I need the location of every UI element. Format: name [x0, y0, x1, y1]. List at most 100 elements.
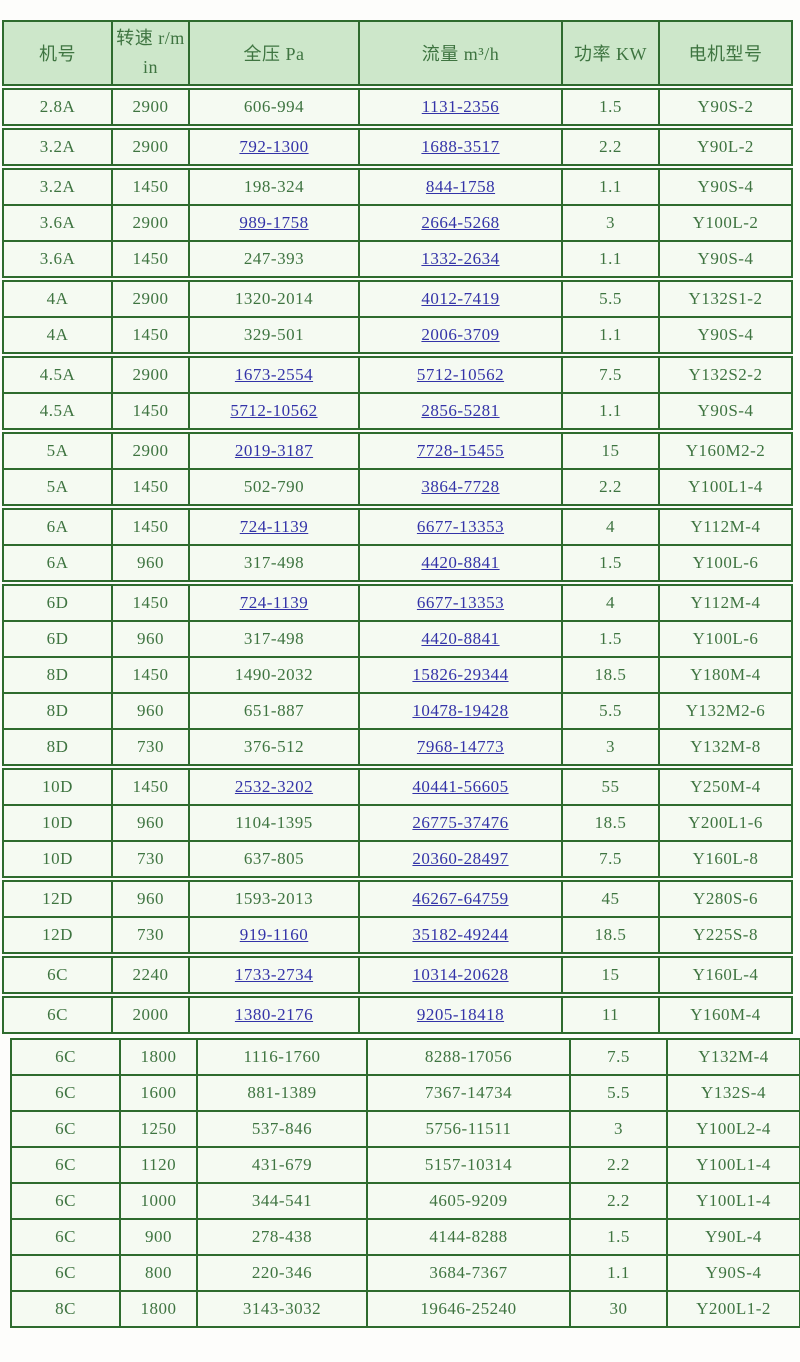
cell-power: 7.5	[561, 840, 660, 878]
flow-link[interactable]: 9205-18418	[416, 1005, 505, 1024]
flow-link[interactable]: 4012-7419	[421, 289, 500, 308]
flow-link[interactable]: 6677-13353	[416, 517, 505, 536]
cell-power: 18.5	[561, 656, 660, 694]
cell-power: 15	[561, 956, 660, 994]
cell-motor: Y90L-2	[658, 128, 793, 166]
pressure-link[interactable]: 1733-2734	[234, 965, 314, 984]
flow-link[interactable]: 1131-2356	[421, 97, 500, 116]
spec-table-group: 6C 2240 1733-2734 10314-20628 15 Y160L-4	[2, 956, 793, 994]
cell-rpm: 1250	[119, 1110, 198, 1148]
table-row: 2.8A 2900 606-994 1131-2356 1.5 Y90S-2	[2, 88, 793, 126]
cell-flow: 20360-28497	[358, 840, 563, 878]
flow-link[interactable]: 4420-8841	[421, 629, 500, 648]
cell-power: 55	[561, 768, 660, 806]
cell-motor: Y160M2-2	[658, 432, 793, 470]
cell-pressure: 1673-2554	[188, 356, 360, 394]
flow-link[interactable]: 2664-5268	[421, 213, 500, 232]
spec-table-group: 6A 1450 724-1139 6677-13353 4 Y112M-4 6A 960 317…	[2, 508, 793, 582]
flow-link[interactable]: 5712-10562	[416, 365, 505, 384]
flow-link[interactable]: 26775-37476	[412, 813, 509, 832]
cell-power: 18.5	[561, 804, 660, 842]
flow-link[interactable]: 15826-29344	[412, 665, 509, 684]
pressure-link[interactable]: 724-1139	[239, 517, 309, 536]
cell-rpm: 1450	[111, 168, 190, 206]
col-header-machine-no: 机号	[2, 20, 113, 86]
cell-flow: 3684-7367	[366, 1254, 571, 1292]
flow-link[interactable]: 2006-3709	[421, 325, 500, 344]
cell-flow: 6677-13353	[358, 584, 563, 622]
pressure-link[interactable]: 919-1160	[239, 925, 309, 944]
pressure-link[interactable]: 1380-2176	[234, 1005, 314, 1024]
cell-flow: 2664-5268	[358, 204, 563, 242]
pressure-link[interactable]: 2532-3202	[234, 777, 314, 796]
spec-table-header: 机号 转速 r/min 全压 Pa 流量 m³/h 功率 KW 电机型号	[2, 20, 793, 86]
cell-flow: 15826-29344	[358, 656, 563, 694]
cell-motor: Y100L-6	[658, 620, 793, 658]
cell-flow: 19646-25240	[366, 1290, 571, 1328]
flow-link[interactable]: 40441-56605	[412, 777, 509, 796]
table-row: 4A 1450 329-501 2006-3709 1.1 Y90S-4	[2, 316, 793, 354]
cell-power: 1.1	[569, 1254, 668, 1292]
flow-link[interactable]: 7968-14773	[416, 737, 505, 756]
spec-table-group: 2.8A 2900 606-994 1131-2356 1.5 Y90S-2	[2, 88, 793, 126]
flow-link[interactable]: 10314-20628	[412, 965, 509, 984]
table-row: 6D 960 317-498 4420-8841 1.5 Y100L-6	[2, 620, 793, 658]
cell-rpm: 1450	[111, 240, 190, 278]
flow-link[interactable]: 3864-7728	[421, 477, 500, 496]
cell-pressure: 1733-2734	[188, 956, 360, 994]
flow-link[interactable]: 1332-2634	[421, 249, 500, 268]
cell-pressure: 317-498	[188, 544, 360, 582]
cell-flow: 7367-14734	[366, 1074, 571, 1112]
cell-rpm: 2900	[111, 88, 190, 126]
table-row: 8C 1800 3143-3032 19646-25240 30 Y200L1-2	[10, 1290, 800, 1328]
cell-pressure: 724-1139	[188, 508, 360, 546]
cell-machine-no: 10D	[2, 804, 113, 842]
cell-pressure: 2532-3202	[188, 768, 360, 806]
table-groups: 2.8A 2900 606-994 1131-2356 1.5 Y90S-2 3.2A 290…	[2, 88, 800, 1328]
cell-power: 5.5	[569, 1074, 668, 1112]
cell-power: 7.5	[561, 356, 660, 394]
col-header-power: 功率 KW	[561, 20, 660, 86]
cell-flow: 4012-7419	[358, 280, 563, 318]
flow-link[interactable]: 10478-19428	[412, 701, 509, 720]
table-row: 12D 730 919-1160 35182-49244 18.5 Y225S-8	[2, 916, 793, 954]
cell-pressure: 431-679	[196, 1146, 368, 1184]
cell-machine-no: 6C	[10, 1074, 121, 1112]
table-row: 3.2A 1450 198-324 844-1758 1.1 Y90S-4	[2, 168, 793, 206]
cell-motor: Y160L-8	[658, 840, 793, 878]
flow-link[interactable]: 1688-3517	[421, 137, 500, 156]
pressure-link[interactable]: 5712-10562	[230, 401, 318, 420]
flow-link[interactable]: 35182-49244	[412, 925, 509, 944]
flow-link[interactable]: 6677-13353	[416, 593, 505, 612]
cell-rpm: 2900	[111, 356, 190, 394]
pressure-link[interactable]: 1673-2554	[234, 365, 314, 384]
table-row: 5A 2900 2019-3187 7728-15455 15 Y160M2-2	[2, 432, 793, 470]
pressure-link[interactable]: 2019-3187	[234, 441, 314, 460]
cell-motor: Y100L1-4	[666, 1146, 800, 1184]
pressure-link[interactable]: 792-1300	[239, 137, 309, 156]
cell-rpm: 730	[111, 916, 190, 954]
cell-motor: Y100L1-4	[666, 1182, 800, 1220]
cell-power: 1.1	[561, 168, 660, 206]
cell-pressure: 919-1160	[188, 916, 360, 954]
flow-link[interactable]: 844-1758	[425, 177, 496, 196]
pressure-link[interactable]: 724-1139	[239, 593, 309, 612]
cell-flow: 7728-15455	[358, 432, 563, 470]
cell-pressure: 502-790	[188, 468, 360, 506]
table-row: 10D 730 637-805 20360-28497 7.5 Y160L-8	[2, 840, 793, 878]
flow-link[interactable]: 4420-8841	[421, 553, 500, 572]
spec-table-group: 6C 2000 1380-2176 9205-18418 11 Y160M-4	[2, 996, 793, 1034]
table-row: 3.6A 1450 247-393 1332-2634 1.1 Y90S-4	[2, 240, 793, 278]
cell-motor: Y100L-2	[658, 204, 793, 242]
flow-link[interactable]: 7728-15455	[416, 441, 505, 460]
cell-machine-no: 5A	[2, 468, 113, 506]
table-row: 6C 1250 537-846 5756-11511 3 Y100L2-4	[10, 1110, 800, 1148]
flow-link[interactable]: 46267-64759	[412, 889, 509, 908]
pressure-link[interactable]: 989-1758	[239, 213, 309, 232]
flow-link[interactable]: 20360-28497	[412, 849, 509, 868]
cell-machine-no: 6A	[2, 544, 113, 582]
flow-link[interactable]: 2856-5281	[421, 401, 500, 420]
table-row: 6C 800 220-346 3684-7367 1.1 Y90S-4	[10, 1254, 800, 1292]
cell-machine-no: 10D	[2, 840, 113, 878]
cell-rpm: 1450	[111, 392, 190, 430]
